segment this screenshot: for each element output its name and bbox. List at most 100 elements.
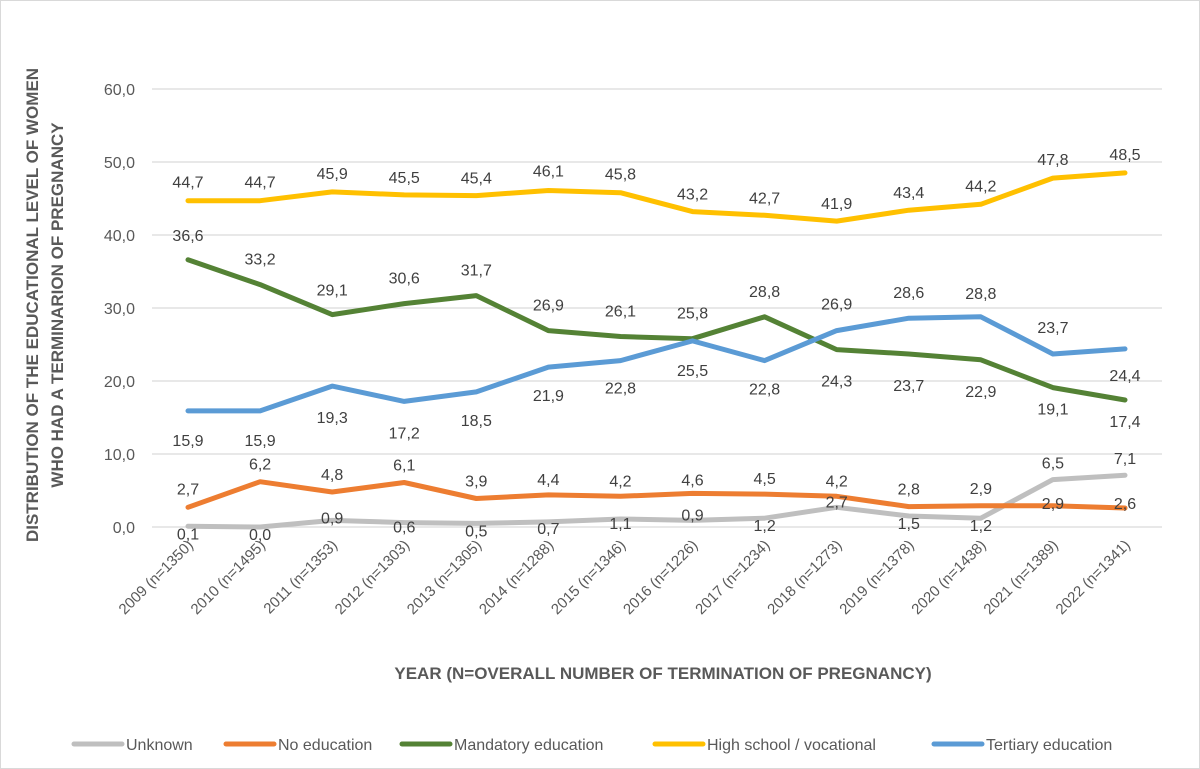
data-label: 44,7 [245, 175, 276, 192]
data-label: 29,1 [317, 283, 348, 300]
data-label: 0,5 [465, 523, 487, 540]
data-label: 0,9 [681, 507, 703, 524]
data-label: 4,2 [609, 473, 631, 490]
legend-item-no-education[interactable]: No education [223, 737, 372, 754]
data-label: 4,2 [826, 473, 848, 490]
x-tick-label: 2022 (n=1341) [1053, 537, 1134, 618]
data-label: 31,7 [461, 263, 492, 280]
y-axis-title-line-1: DISTRIBUTION OF THE EDUCATIONAL LEVEL OF… [23, 68, 42, 542]
legend-label: Unknown [126, 737, 193, 754]
x-axis-ticks: 2009 (n=1350)2010 (n=1495)2011 (n=1353)2… [116, 537, 1134, 618]
data-label: 22,9 [965, 384, 996, 401]
legend-label: No education [278, 737, 372, 754]
data-label: 2,7 [826, 494, 848, 511]
x-tick-label: 2018 (n=1273) [764, 537, 845, 618]
x-tick-label: 2014 (n=1288) [476, 537, 557, 618]
data-label: 1,2 [753, 518, 775, 535]
data-label: 6,2 [249, 457, 271, 474]
data-label: 18,5 [461, 413, 492, 430]
data-label: 2,6 [1114, 496, 1136, 513]
data-label: 23,7 [893, 378, 924, 395]
data-label: 19,1 [1037, 402, 1068, 419]
data-label: 24,4 [1109, 368, 1140, 385]
x-tick-label: 2009 (n=1350) [116, 537, 197, 618]
data-label: 4,8 [321, 467, 343, 484]
data-label: 2,7 [177, 481, 199, 498]
data-label: 1,1 [609, 516, 631, 533]
data-label: 2,9 [1042, 496, 1064, 513]
data-label: 43,4 [893, 185, 924, 202]
data-label: 23,7 [1037, 320, 1068, 337]
data-label: 41,9 [821, 196, 852, 213]
data-label: 33,2 [245, 252, 276, 269]
y-axis-ticks: 0,0 10,0 20,0 30,0 40,0 50,0 60,0 [104, 82, 135, 537]
data-label: 1,2 [970, 518, 992, 535]
data-label: 21,9 [533, 388, 564, 405]
data-label: 22,8 [605, 381, 636, 398]
data-label: 2,8 [898, 482, 920, 499]
legend-item-high-school-vocational[interactable]: High school / vocational [652, 737, 876, 754]
y-tick-label: 0,0 [113, 520, 135, 537]
x-tick-label: 2016 (n=1226) [620, 537, 701, 618]
x-tick-label: 2013 (n=1305) [404, 537, 485, 618]
legend-label: High school / vocational [707, 737, 876, 754]
data-label: 22,8 [749, 382, 780, 399]
gridlines [152, 88, 1162, 528]
data-label: 45,5 [389, 170, 420, 187]
data-label: 28,8 [749, 284, 780, 301]
data-label: 28,8 [965, 286, 996, 303]
data-label: 6,5 [1042, 456, 1064, 473]
x-tick-label: 2017 (n=1234) [692, 537, 773, 618]
series-lines [185, 170, 1128, 530]
x-axis-title: YEAR (N=OVERALL NUMBER OF TERMINATION OF… [394, 664, 931, 683]
y-tick-label: 30,0 [104, 301, 135, 318]
data-label: 26,9 [533, 298, 564, 315]
legend-label: Tertiary education [986, 737, 1112, 754]
data-label: 25,5 [677, 363, 708, 380]
series-line-unknown [185, 472, 1128, 530]
data-label: 45,9 [317, 166, 348, 183]
y-tick-label: 50,0 [104, 155, 135, 172]
data-label: 45,8 [605, 167, 636, 184]
data-label: 4,4 [537, 472, 559, 489]
x-tick-label: 2019 (n=1378) [836, 537, 917, 618]
data-label: 17,2 [389, 425, 420, 442]
y-tick-label: 20,0 [104, 374, 135, 391]
data-label: 4,6 [681, 472, 703, 489]
data-labels: 0,1 0,0 0,9 0,6 0,5 0,7 1,1 0,9 1,2 2,7 1,5 1,2 6,5 7… [172, 147, 1140, 544]
series-line-mandatory-education [185, 257, 1128, 403]
data-label: 30,6 [389, 271, 420, 288]
data-label: 26,1 [605, 303, 636, 320]
data-label: 45,4 [461, 171, 492, 188]
series-line-high-school-vocational [185, 170, 1128, 224]
legend-item-mandatory-education[interactable]: Mandatory education [399, 737, 603, 754]
legend-item-unknown[interactable]: Unknown [71, 737, 193, 754]
data-label: 28,6 [893, 285, 924, 302]
data-label: 0,1 [177, 526, 199, 543]
x-tick-label: 2015 (n=1346) [548, 537, 629, 618]
y-axis-title: DISTRIBUTION OF THE EDUCATIONAL LEVEL OF… [23, 68, 67, 542]
x-tick-label: 2011 (n=1353) [260, 537, 341, 618]
legend-item-tertiary-education[interactable]: Tertiary education [931, 737, 1112, 754]
x-tick-label: 2021 (n=1389) [980, 537, 1061, 618]
x-tick-label: 2020 (n=1438) [908, 537, 989, 618]
data-label: 46,1 [533, 163, 564, 180]
data-label: 25,8 [677, 306, 708, 323]
legend: Unknown No education Mandatory education Hi… [71, 737, 1112, 754]
data-label: 3,9 [465, 474, 487, 491]
data-label: 26,9 [821, 297, 852, 314]
series-line-tertiary-education [185, 314, 1128, 414]
data-label: 47,8 [1037, 152, 1068, 169]
data-label: 36,6 [172, 228, 203, 245]
data-label: 19,3 [317, 410, 348, 427]
y-tick-label: 60,0 [104, 82, 135, 99]
data-label: 48,5 [1109, 147, 1140, 164]
x-tick-label: 2012 (n=1303) [332, 537, 413, 618]
data-label: 24,3 [821, 374, 852, 391]
data-label: 0,7 [537, 521, 559, 538]
legend-label: Mandatory education [454, 737, 603, 754]
y-tick-label: 40,0 [104, 228, 135, 245]
data-label: 43,2 [677, 187, 708, 204]
data-label: 0,9 [321, 510, 343, 527]
